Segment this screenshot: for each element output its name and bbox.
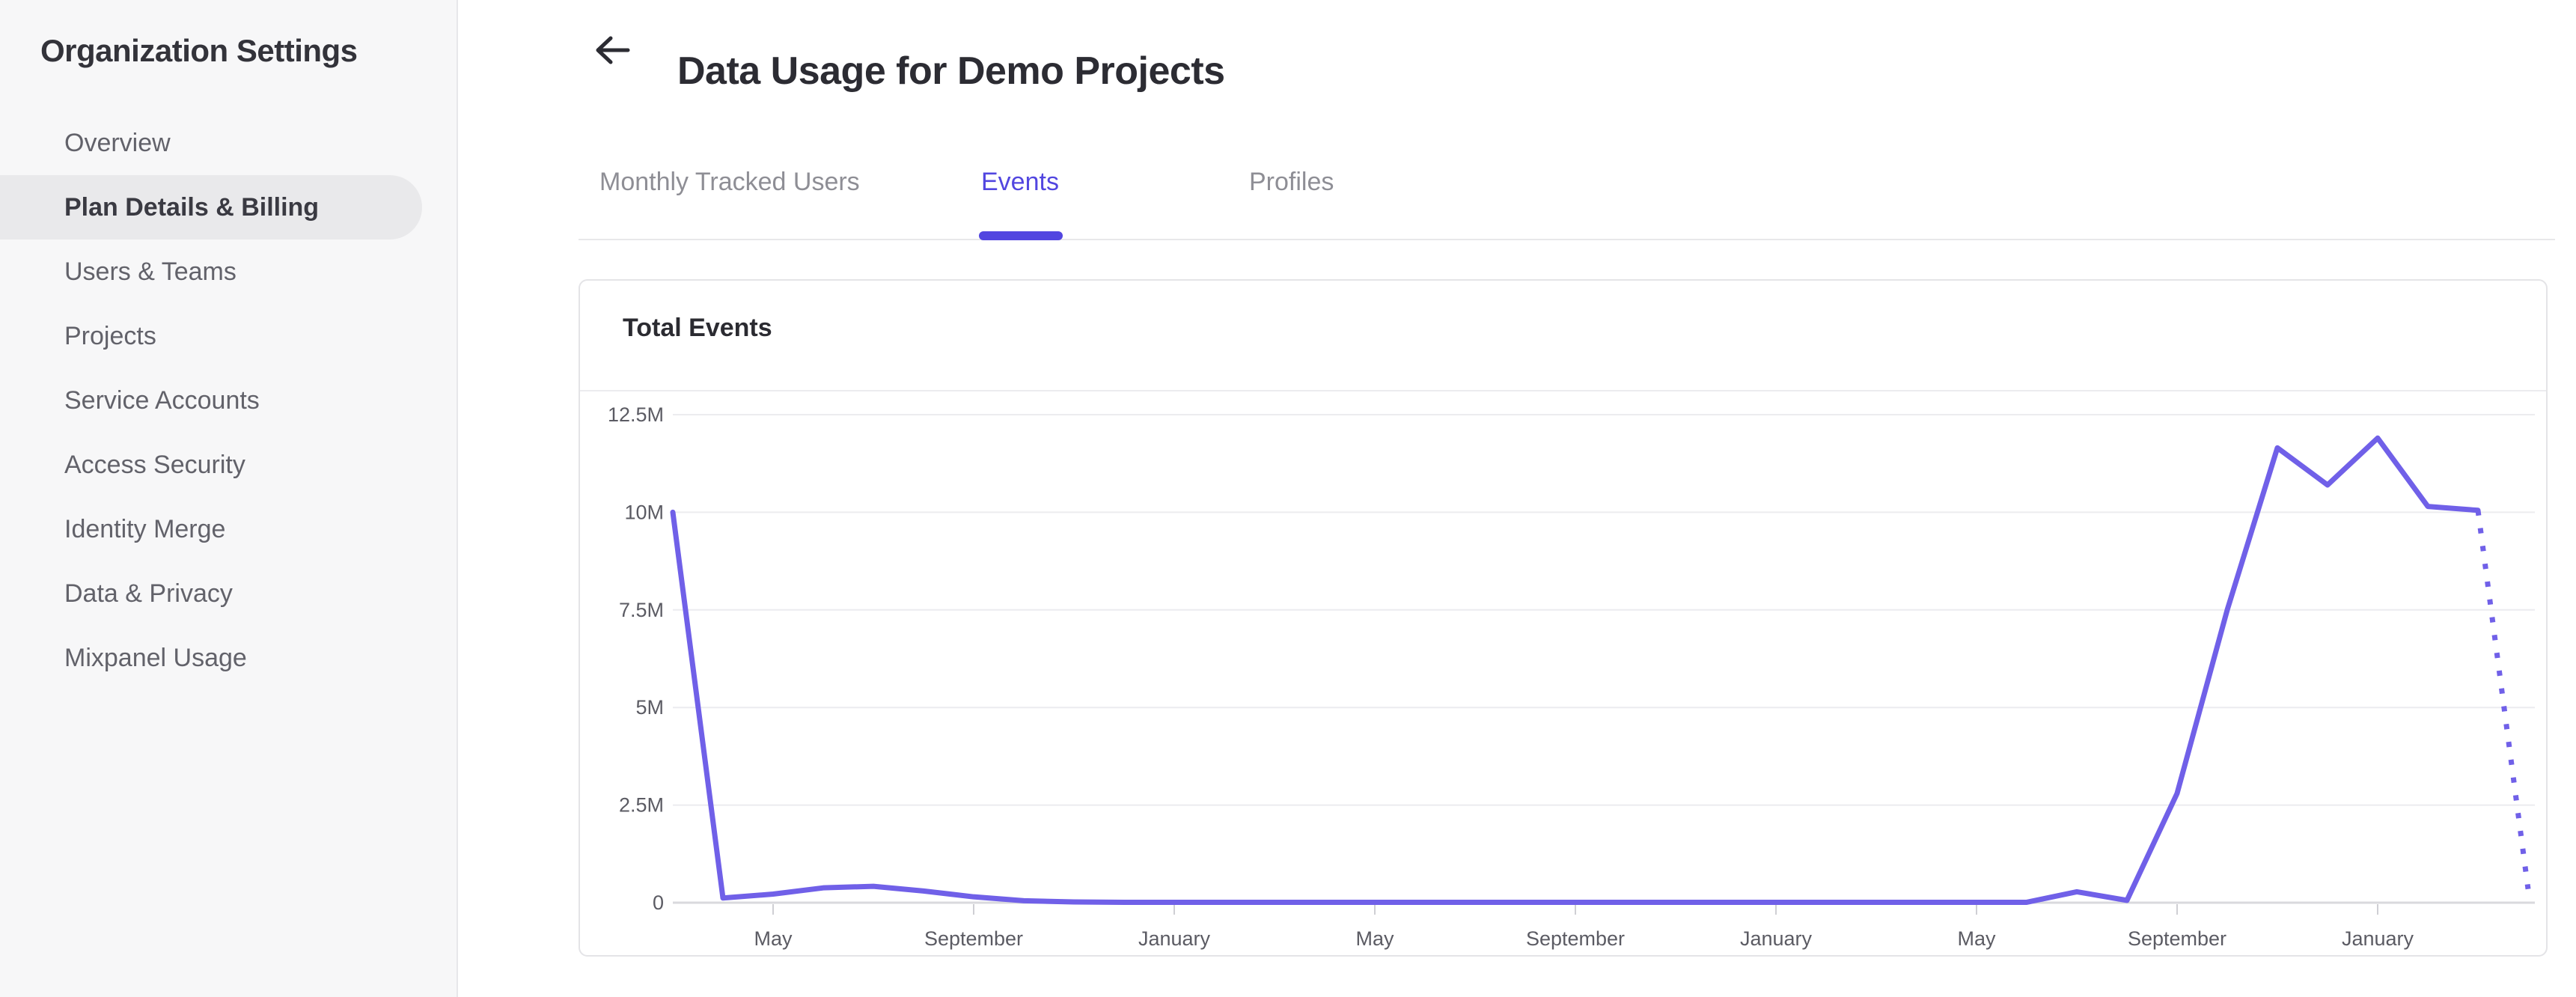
card-divider — [580, 390, 2546, 391]
x-axis-label: May — [754, 927, 793, 950]
sidebar-title: Organization Settings — [40, 33, 358, 68]
total-events-line-solid — [670, 435, 2481, 905]
chart-title: Total Events — [623, 314, 772, 342]
tab-monthly-tracked-users[interactable]: Monthly Tracked Users — [599, 168, 860, 196]
y-axis-label: 7.5M — [619, 599, 664, 621]
x-axis-label: January — [1740, 927, 1813, 950]
x-axis-label: January — [1138, 927, 1211, 950]
x-axis-label: September — [2128, 927, 2226, 950]
y-axis-label: 10M — [624, 501, 664, 523]
total-events-card: Total Events 12.5M 10M 7.5M 5M 2.5M 0 May Septe… — [579, 279, 2548, 957]
sidebar-nav: Overview Plan Details & Billing Users & … — [0, 111, 457, 690]
tab-events[interactable]: Events — [981, 168, 1059, 196]
sidebar-item-projects[interactable]: Projects — [64, 321, 156, 350]
sidebar-item-access-security[interactable]: Access Security — [64, 450, 245, 479]
x-axis-label: January — [2342, 927, 2414, 950]
x-axis-label: September — [924, 927, 1023, 950]
sidebar-item-service-accounts[interactable]: Service Accounts — [64, 385, 260, 415]
x-axis-label: September — [1526, 927, 1625, 950]
sidebar-item-plan-details-billing[interactable]: Plan Details & Billing — [0, 175, 422, 240]
sidebar-item-mixpanel-usage[interactable]: Mixpanel Usage — [64, 643, 247, 672]
page-title: Data Usage for Demo Projects — [677, 49, 1225, 93]
total-events-line-chart[interactable]: 12.5M 10M 7.5M 5M 2.5M 0 May September January Ma… — [580, 391, 2546, 957]
tab-divider — [579, 239, 2555, 240]
x-axis-label: May — [1355, 927, 1394, 950]
x-axis-label: May — [1957, 927, 1996, 950]
sidebar-item-data-privacy[interactable]: Data & Privacy — [64, 579, 233, 608]
back-button[interactable] — [591, 30, 633, 72]
total-events-line-dotted-projection — [2475, 510, 2531, 890]
sidebar-item-identity-merge[interactable]: Identity Merge — [64, 514, 226, 543]
sidebar-item-overview[interactable]: Overview — [64, 128, 171, 157]
active-tab-indicator — [979, 231, 1063, 240]
sidebar-item-users-teams[interactable]: Users & Teams — [64, 257, 236, 286]
y-axis-label: 2.5M — [619, 794, 664, 817]
tab-profiles[interactable]: Profiles — [1249, 168, 1334, 196]
y-axis-label: 5M — [635, 696, 664, 719]
y-axis-label: 0 — [653, 891, 664, 914]
y-axis-label: 12.5M — [608, 403, 664, 426]
sidebar: Organization Settings Overview Plan Deta… — [0, 0, 458, 997]
arrow-left-icon — [593, 34, 632, 69]
